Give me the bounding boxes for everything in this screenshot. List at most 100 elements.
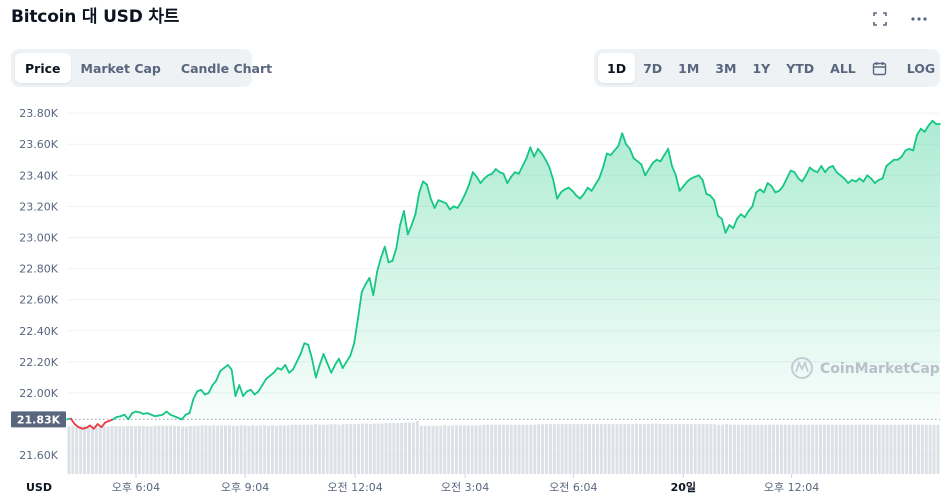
- price-line-segment: [640, 163, 647, 177]
- calendar-icon[interactable]: [864, 53, 895, 83]
- volume-bar: [775, 424, 779, 474]
- price-line-segment: [709, 194, 715, 202]
- price-line-segment: [751, 191, 758, 208]
- price-line-segment: [357, 290, 363, 320]
- volume-bar: [717, 424, 721, 474]
- price-line-segment: [785, 169, 792, 180]
- volume-bar: [685, 424, 689, 474]
- volume-bar: [509, 424, 513, 474]
- price-line-segment: [617, 132, 624, 147]
- volume-bar: [619, 424, 623, 474]
- volume-bar: [498, 424, 502, 474]
- price-line-segment: [410, 213, 417, 226]
- volume-bar: [165, 425, 169, 474]
- price-line-segment: [380, 245, 386, 259]
- volume-bar: [646, 424, 650, 474]
- volume-bar: [126, 425, 130, 474]
- y-tick-label: 22.20K: [19, 356, 58, 369]
- range-3m[interactable]: 3M: [715, 60, 737, 76]
- volume-bar: [924, 424, 928, 474]
- range-all[interactable]: ALL: [830, 60, 856, 76]
- volume-bar: [451, 425, 455, 474]
- volume-bar: [196, 425, 200, 474]
- price-line-segment: [383, 245, 390, 264]
- price-line-segment: [816, 165, 823, 174]
- volume-bar: [239, 425, 243, 474]
- price-line-segment: [200, 388, 206, 396]
- volume-bar: [407, 422, 412, 474]
- price-line-segment: [782, 177, 788, 188]
- volume-bar: [658, 424, 662, 474]
- volume-bar: [580, 424, 584, 474]
- volume-bar: [576, 424, 580, 474]
- price-line-segment: [127, 412, 133, 421]
- price-line-segment: [613, 144, 620, 152]
- price-line-segment: [322, 353, 329, 365]
- volume-bar: [274, 425, 278, 474]
- price-line-segment: [92, 423, 99, 430]
- price-line-segment: [100, 421, 107, 429]
- tab-candle-chart[interactable]: Candle Chart: [180, 60, 273, 76]
- x-tick-label: 20일: [671, 480, 696, 494]
- volume-bar: [701, 424, 705, 474]
- more-horizontal-icon[interactable]: [908, 8, 930, 30]
- volume-bar: [278, 425, 282, 474]
- price-line-segment: [230, 368, 237, 397]
- price-line-segment: [337, 357, 344, 369]
- watermark-text: CoinMarketCap: [820, 361, 940, 377]
- volume-bar: [850, 424, 854, 474]
- volume-bar: [803, 424, 807, 474]
- volume-bar: [486, 424, 490, 474]
- volume-bar: [736, 424, 740, 474]
- volume-bar: [298, 424, 302, 474]
- tab-market-cap[interactable]: Market Cap: [80, 60, 161, 76]
- price-line-segment: [433, 199, 440, 209]
- volume-bar: [873, 424, 877, 474]
- price-line-segment: [69, 417, 76, 425]
- price-line-segment: [311, 357, 317, 379]
- volume-bar: [635, 423, 639, 474]
- volume-bar: [693, 424, 697, 474]
- volume-bar: [157, 425, 161, 474]
- volume-bar: [834, 424, 838, 474]
- volume-bar: [811, 424, 815, 474]
- volume-bar: [114, 425, 118, 474]
- price-line-segment: [349, 342, 356, 357]
- volume-bar: [740, 424, 744, 474]
- price-line-segment: [820, 165, 827, 174]
- volume-bar: [877, 424, 881, 474]
- range-1d[interactable]: 1D: [598, 53, 636, 83]
- time-range-tabs: 1D 7D 1M 3M 1Y YTD ALL LOG: [594, 49, 940, 87]
- volume-bar: [173, 425, 177, 474]
- volume-bar: [791, 424, 795, 474]
- range-1y[interactable]: 1Y: [752, 60, 771, 76]
- volume-bar: [243, 425, 247, 474]
- volume-bar: [447, 425, 451, 474]
- price-line-segment: [625, 143, 631, 150]
- price-line-segment: [284, 364, 290, 374]
- volume-bar: [75, 426, 79, 474]
- range-7d[interactable]: 7D: [643, 60, 663, 76]
- range-1m[interactable]: 1M: [678, 60, 700, 76]
- volume-bar: [357, 424, 361, 474]
- price-line-segment: [537, 147, 543, 155]
- volume-bar: [533, 424, 537, 474]
- price-line-segment: [843, 177, 850, 184]
- volume-bar: [110, 425, 114, 474]
- expand-icon[interactable]: [869, 8, 891, 30]
- range-ytd[interactable]: YTD: [786, 60, 815, 76]
- price-line-segment: [720, 217, 727, 234]
- volume-bar: [725, 424, 729, 474]
- volume-bar: [560, 424, 564, 474]
- tab-price[interactable]: Price: [15, 53, 71, 83]
- volume-bar: [881, 424, 885, 474]
- price-line-segment: [529, 146, 536, 158]
- volume-bar: [752, 424, 756, 474]
- volume-bar: [161, 425, 165, 474]
- volume-bar: [627, 424, 631, 474]
- price-line-segment: [395, 224, 402, 250]
- volume-bar: [282, 425, 286, 474]
- price-line-segment: [406, 224, 413, 236]
- log-scale-toggle[interactable]: LOG: [906, 60, 936, 76]
- volume-bar: [411, 422, 415, 474]
